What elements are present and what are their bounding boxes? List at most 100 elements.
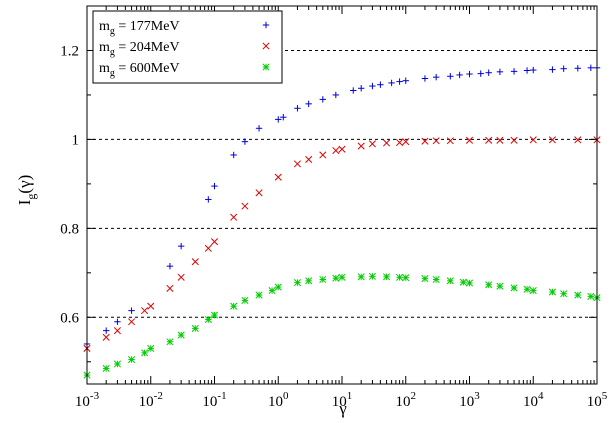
data-point <box>274 173 282 181</box>
data-point <box>357 85 365 92</box>
data-point <box>530 66 537 74</box>
y-tick-label: 1.2 <box>60 43 79 59</box>
data-point <box>402 77 409 84</box>
data-point <box>255 189 263 197</box>
data-point <box>305 100 312 108</box>
legend-marker <box>262 21 270 29</box>
data-point <box>459 278 467 286</box>
data-point <box>210 238 219 246</box>
x-tick-label: 10-3 <box>75 390 100 410</box>
data-point <box>293 279 301 287</box>
data-point <box>402 138 410 146</box>
data-point <box>255 291 263 299</box>
x-axis-title: γ <box>338 399 347 418</box>
data-point <box>113 327 121 335</box>
tick-labels: 0.6 0.8 1 1.2 10-3 10-2 10-1 100 101 102 103 104 105 <box>60 43 608 410</box>
data-point <box>230 213 238 221</box>
data-point <box>241 202 249 210</box>
data-point <box>523 285 531 293</box>
data-point <box>421 75 429 82</box>
data-point <box>447 73 454 80</box>
data-point <box>529 136 537 144</box>
legend-box <box>92 10 283 84</box>
data-point <box>241 138 249 145</box>
data-point <box>357 142 365 150</box>
data-point <box>338 273 346 281</box>
y-axis-title: Ig(γ) <box>15 175 38 206</box>
data-point <box>255 125 263 132</box>
data-point <box>166 338 174 346</box>
data-point <box>275 116 282 123</box>
data-point <box>369 82 376 90</box>
data-point <box>446 277 454 285</box>
legend-label: mg = 204MeV <box>99 40 180 58</box>
legend: mg = 177MeV mg = 204MeV mg = 600MeV <box>92 10 283 84</box>
data-point <box>456 71 463 79</box>
data-point <box>496 68 504 76</box>
data-point <box>177 242 185 250</box>
y-tick-label: 0.6 <box>60 310 79 326</box>
series-3 <box>83 272 601 379</box>
data-point <box>574 291 582 299</box>
data-point <box>485 281 493 289</box>
data-point <box>211 182 218 190</box>
data-point <box>368 140 376 148</box>
data-point <box>128 355 136 364</box>
data-point <box>396 78 403 85</box>
data-point <box>350 87 357 94</box>
data-point <box>383 273 391 281</box>
x-tick-label: 104 <box>523 390 544 410</box>
data-point <box>446 137 454 145</box>
data-point <box>432 275 440 284</box>
data-point <box>529 287 537 295</box>
data-point <box>523 67 531 74</box>
data-point <box>204 244 212 252</box>
data-point <box>241 296 249 304</box>
y-tick-label: 1 <box>72 132 80 148</box>
data-point <box>574 136 582 144</box>
data-point <box>305 277 313 285</box>
legend-label: mg = 600MeV <box>99 61 180 79</box>
data-point <box>421 275 429 283</box>
x-tick-label: 101 <box>332 390 353 410</box>
data-point <box>113 360 121 368</box>
data-point <box>560 290 568 298</box>
data-point <box>383 139 391 147</box>
data-point <box>177 273 185 281</box>
x-tick-label: 103 <box>459 390 480 410</box>
data-point <box>332 146 340 155</box>
data-point <box>191 258 199 266</box>
data-point <box>560 65 567 72</box>
x-tick-label: 102 <box>396 390 417 410</box>
data-point <box>280 113 287 121</box>
data-point <box>432 73 440 81</box>
data-point <box>230 302 238 310</box>
data-point <box>274 283 282 291</box>
data-point <box>548 288 556 296</box>
data-point <box>147 344 155 352</box>
data-point <box>166 284 174 292</box>
data-point <box>338 145 346 153</box>
data-point <box>587 64 595 72</box>
series-1 <box>83 64 601 348</box>
data-point <box>128 307 135 314</box>
data-point <box>549 66 556 73</box>
data-point <box>205 196 212 203</box>
data-point <box>485 69 492 76</box>
data-point <box>432 137 440 145</box>
data-point <box>141 307 149 315</box>
data-point <box>548 136 556 144</box>
data-point <box>177 331 185 339</box>
data-point <box>128 318 136 326</box>
data-point <box>396 138 404 147</box>
data-point <box>166 262 174 270</box>
data-point <box>210 311 219 319</box>
data-point <box>496 136 504 144</box>
legend-label: mg = 177MeV <box>99 19 180 37</box>
data-point <box>465 279 474 287</box>
data-point <box>268 287 276 295</box>
data-point <box>377 81 384 88</box>
x-tick-label: 10-2 <box>139 390 163 410</box>
data-series <box>83 64 601 379</box>
data-point <box>357 273 365 281</box>
